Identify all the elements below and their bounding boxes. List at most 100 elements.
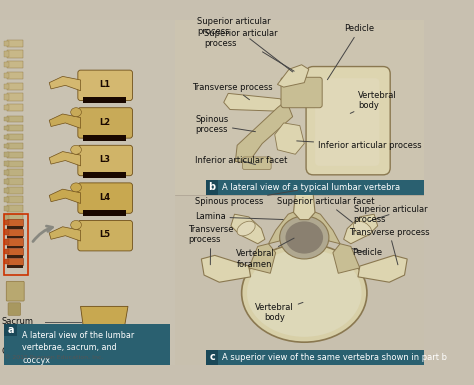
Text: L1: L1	[99, 80, 110, 89]
Bar	[4, 170, 9, 175]
Text: Coccyx: Coccyx	[2, 346, 32, 356]
Ellipse shape	[354, 221, 372, 236]
Bar	[7, 196, 23, 203]
Text: L3: L3	[99, 155, 110, 164]
Bar	[83, 210, 126, 216]
Ellipse shape	[71, 145, 82, 154]
Text: A lateral view of the lumbar
vertebrae, sacrum, and
coccyx: A lateral view of the lumbar vertebrae, …	[22, 331, 135, 365]
FancyBboxPatch shape	[281, 77, 322, 108]
Text: Superior articular
process: Superior articular process	[204, 29, 294, 71]
Text: Vertebral
foramen: Vertebral foramen	[236, 238, 294, 269]
Text: Lamina: Lamina	[195, 213, 283, 221]
FancyBboxPatch shape	[8, 303, 20, 315]
Text: a: a	[8, 325, 14, 335]
Bar	[7, 134, 23, 140]
Bar	[7, 219, 23, 226]
FancyBboxPatch shape	[315, 78, 380, 166]
Bar	[4, 219, 9, 225]
Bar	[206, 350, 424, 365]
Text: Superior articular
process: Superior articular process	[354, 204, 427, 224]
Polygon shape	[309, 211, 340, 244]
Bar	[4, 206, 9, 211]
Text: Superior articular facet: Superior articular facet	[277, 197, 375, 222]
Bar	[7, 236, 23, 238]
Polygon shape	[49, 114, 81, 128]
FancyBboxPatch shape	[78, 108, 132, 138]
Bar	[4, 161, 9, 166]
Bar	[7, 152, 23, 158]
Bar	[4, 239, 9, 244]
Bar	[7, 142, 23, 149]
Bar	[206, 350, 219, 365]
Text: L4: L4	[99, 193, 110, 202]
Polygon shape	[344, 214, 378, 244]
Polygon shape	[236, 100, 292, 163]
Bar	[4, 188, 9, 193]
Bar	[7, 265, 23, 268]
Bar	[7, 178, 23, 185]
Bar	[206, 180, 219, 194]
Bar	[7, 104, 23, 111]
Text: Pedicle: Pedicle	[352, 248, 382, 257]
Ellipse shape	[237, 221, 255, 236]
Bar	[4, 40, 9, 46]
Bar	[4, 324, 17, 336]
Polygon shape	[224, 94, 286, 111]
FancyBboxPatch shape	[306, 67, 390, 175]
FancyBboxPatch shape	[78, 183, 132, 213]
Bar	[83, 172, 126, 178]
Ellipse shape	[71, 108, 82, 117]
Polygon shape	[293, 187, 315, 219]
Text: © 2015 Pearson Education, Inc.: © 2015 Pearson Education, Inc.	[4, 355, 104, 360]
Bar	[7, 255, 23, 258]
Text: Inferior articular facet: Inferior articular facet	[195, 156, 287, 165]
Bar	[7, 40, 23, 47]
Bar	[7, 169, 23, 176]
FancyBboxPatch shape	[6, 281, 24, 301]
Bar	[4, 214, 28, 275]
Bar	[7, 229, 23, 236]
Ellipse shape	[71, 221, 82, 229]
Text: Sacrum: Sacrum	[2, 317, 34, 326]
Bar	[7, 214, 23, 221]
Bar	[7, 61, 23, 68]
Text: L2: L2	[99, 117, 110, 127]
Bar	[4, 51, 9, 57]
Polygon shape	[231, 214, 265, 244]
Ellipse shape	[242, 244, 367, 342]
Ellipse shape	[280, 216, 329, 259]
Bar	[7, 226, 23, 229]
Polygon shape	[81, 306, 128, 348]
Bar	[174, 20, 424, 194]
Bar	[7, 72, 23, 79]
Text: Superior articular
process: Superior articular process	[197, 17, 292, 72]
Bar	[4, 324, 170, 365]
Bar	[4, 73, 9, 78]
Polygon shape	[249, 244, 276, 273]
Bar	[4, 152, 9, 157]
Polygon shape	[201, 255, 251, 282]
Bar	[0, 20, 174, 365]
Polygon shape	[49, 76, 81, 91]
Bar	[4, 117, 9, 121]
Text: c: c	[209, 352, 215, 362]
FancyBboxPatch shape	[243, 157, 271, 169]
Bar	[4, 135, 9, 139]
Bar	[7, 205, 23, 211]
Bar	[7, 125, 23, 131]
Bar	[7, 50, 23, 58]
Polygon shape	[358, 255, 407, 282]
Polygon shape	[49, 152, 81, 166]
Bar	[174, 194, 424, 365]
Text: Inferior articular process: Inferior articular process	[297, 141, 421, 150]
Text: Vertebral
body: Vertebral body	[350, 91, 397, 113]
Bar	[7, 258, 23, 265]
Text: Vertebral
body: Vertebral body	[255, 302, 303, 322]
Bar	[4, 94, 9, 100]
Polygon shape	[268, 211, 300, 244]
Bar	[7, 83, 23, 90]
Text: Pedicle: Pedicle	[328, 25, 374, 80]
Ellipse shape	[285, 221, 323, 254]
Bar	[7, 238, 23, 246]
Bar	[4, 179, 9, 184]
